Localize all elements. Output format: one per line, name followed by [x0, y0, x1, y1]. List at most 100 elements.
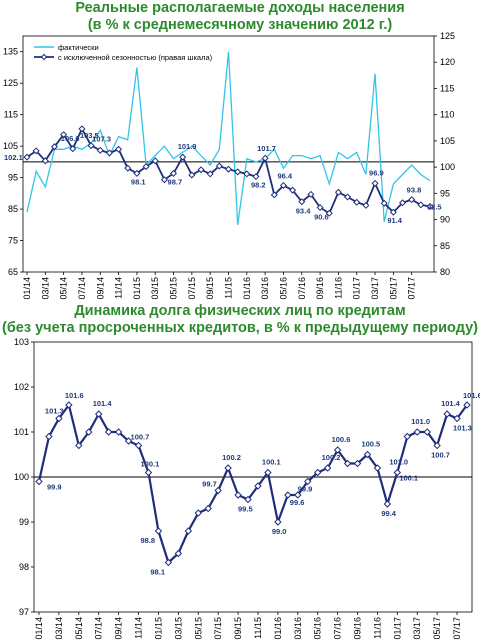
x-tick-label: 05/14 [74, 617, 84, 640]
x-tick-label: 05/17 [388, 277, 398, 300]
series-debt-point [313, 468, 322, 477]
sa-data-label: 106.6 [61, 134, 80, 143]
x-tick-label: 01/17 [392, 617, 402, 640]
x-tick-label: 07/14 [77, 277, 87, 300]
debt-data-label: 101.4 [93, 399, 113, 408]
x-tick-label: 01/14 [22, 277, 32, 300]
sa-data-label: 96.9 [369, 168, 384, 177]
debt-data-label: 99.9 [298, 485, 313, 494]
series-sa-point [69, 145, 77, 153]
series-debt-point [45, 432, 53, 441]
series-sa-point [87, 142, 95, 150]
series-debt-point [184, 527, 193, 535]
debt-data-label: 100.1 [262, 458, 281, 467]
series-sa-point [353, 198, 361, 206]
series-debt-point [114, 428, 123, 436]
series-sa-point [224, 165, 233, 173]
series-debt-point [443, 410, 451, 418]
y-tick-label: 100 [14, 472, 29, 482]
y-tick-label: 103 [14, 337, 29, 347]
y-right-tick-label: 80 [440, 267, 450, 277]
y-tick-label: 97 [19, 607, 29, 617]
x-tick-label: 11/16 [333, 277, 343, 299]
x-tick-label: 03/15 [173, 617, 183, 640]
series-sa-point [124, 164, 132, 172]
debt-data-label: 99.0 [272, 527, 287, 536]
legend-box [30, 40, 200, 63]
debt-data-label: 100.7 [131, 433, 150, 442]
series-debt-point [264, 468, 272, 477]
series-sa-point [399, 199, 407, 207]
x-tick-label: 07/17 [407, 277, 417, 300]
x-tick-label: 07/16 [297, 277, 307, 300]
debt-data-label: 101.6 [463, 391, 480, 400]
sa-data-label: 93.4 [296, 207, 311, 216]
y-left-tick-label: 105 [3, 141, 18, 151]
series-sa-point [371, 179, 379, 187]
x-tick-label: 05/14 [59, 277, 69, 300]
x-tick-label: 03/15 [150, 277, 160, 300]
sa-data-label: 91.4 [387, 216, 402, 225]
series-sa-point [160, 176, 168, 184]
y-tick-label: 101 [14, 427, 29, 437]
series-sa-point [334, 188, 342, 196]
y-right-tick-label: 120 [440, 57, 455, 67]
debt-data-label: 101.3 [45, 407, 64, 416]
series-debt-point [453, 414, 461, 423]
debt-data-label: 101.3 [453, 424, 472, 433]
series-debt-point [304, 477, 312, 486]
series-sa-point [188, 171, 196, 179]
series-debt-point [85, 428, 93, 436]
series-sa-point [261, 154, 269, 162]
sa-data-label: 98.1 [131, 177, 146, 186]
y-right-tick-label: 95 [440, 188, 450, 198]
x-tick-label: 01/14 [34, 617, 44, 640]
series-debt-point [433, 441, 441, 450]
debt-data-label: 99.7 [202, 480, 217, 489]
series-sa-point [389, 208, 397, 216]
series-debt-point [393, 468, 402, 477]
chart1-title: Реальные располагаемые доходы населения … [0, 0, 480, 34]
x-tick-label: 07/16 [333, 617, 343, 640]
series-debt-point [294, 491, 302, 499]
income-chart: 65 75 85 95 105 115 125 135 80 85 90 95 100 105 110 115… [3, 31, 455, 300]
series-debt-point [363, 450, 372, 459]
y-left-tick-label: 85 [8, 204, 18, 214]
x-tick-label: 09/16 [353, 617, 363, 640]
series-sa-point [215, 162, 223, 170]
series-debt-point [164, 558, 173, 567]
x-tick-label: 05/16 [278, 277, 288, 300]
y-right-tick-label: 110 [440, 110, 454, 120]
x-tick-label: 07/15 [213, 617, 223, 640]
y-left-tick-label: 125 [3, 78, 18, 88]
series-sa-point [60, 131, 68, 139]
series-sa-point [41, 157, 49, 165]
series-debt-point [104, 428, 113, 436]
series-debt-point [194, 509, 202, 517]
sa-data-label: 101.7 [257, 144, 276, 153]
series-sa-point [325, 209, 333, 217]
series-debt-point [55, 414, 63, 423]
series-debt-point [95, 410, 103, 418]
x-tick-label: 01/16 [242, 277, 252, 300]
sa-data-label: 98.7 [168, 177, 183, 186]
debt-data-label: 100.1 [399, 474, 418, 483]
series-debt-point [75, 441, 83, 450]
series-debt-point [134, 441, 143, 450]
chart2-title: Динамика долга физических лиц по кредита… [0, 303, 480, 337]
x-tick-label: 09/14 [114, 617, 124, 640]
series-debt-point [463, 401, 471, 409]
series-sa-point [115, 145, 123, 153]
x-tick-label: 11/14 [134, 617, 144, 639]
debt-data-label: 100.2 [322, 453, 341, 462]
series-debt-point [333, 446, 342, 454]
series-sa-point [142, 163, 150, 171]
series-debt-point [214, 486, 222, 495]
y-tick-label: 99 [19, 517, 29, 527]
debt-data-label: 98.1 [150, 568, 165, 577]
debt-data-label: 101.0 [411, 417, 430, 426]
series-sa-point [380, 199, 388, 207]
y-left-tick-label: 135 [3, 47, 18, 57]
series-debt-point [244, 495, 252, 504]
x-tick-label: 09/15 [233, 617, 243, 640]
